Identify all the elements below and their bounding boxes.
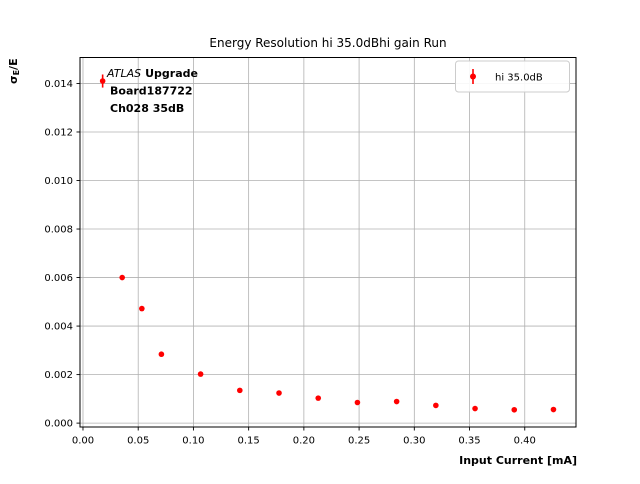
annotation-upgrade: Upgrade <box>145 67 198 80</box>
data-point <box>139 305 145 312</box>
x-tick-label: 0.00 <box>72 436 94 447</box>
x-tick-label: 0.25 <box>348 436 370 447</box>
gridlines <box>80 57 576 427</box>
data-point <box>550 406 557 413</box>
data-point <box>276 390 282 396</box>
x-tick-label: 0.35 <box>458 436 480 447</box>
legend-box <box>455 60 570 93</box>
annotation-board: Board187722 <box>110 85 193 98</box>
data-point <box>99 78 106 84</box>
y-tick-label: 0.012 <box>44 127 73 138</box>
y-axis-label-rest: /E <box>7 58 20 70</box>
data-point <box>315 395 322 401</box>
x-axis-label: Input Current [mA] <box>459 454 577 467</box>
x-tick-label: 0.10 <box>182 436 204 447</box>
annotation-block: ATLAS Upgrade Board187722 Ch028 35dB <box>106 67 198 115</box>
annotation-atlas: ATLAS <box>106 67 141 80</box>
data-point <box>237 387 243 394</box>
plot-area-frame <box>79 57 577 428</box>
y-axis-label: σE/E <box>7 58 21 84</box>
x-tick-label: 0.05 <box>127 436 149 447</box>
data-point <box>472 405 478 412</box>
y-tick-label: 0.000 <box>44 419 73 430</box>
y-axis-label-subscript: E <box>12 70 21 75</box>
y-tick-label: 0.004 <box>44 322 73 333</box>
data-series-hi-35db <box>99 74 557 413</box>
x-tick-label: 0.20 <box>293 436 315 447</box>
annotation-channel: Ch028 35dB <box>110 102 184 115</box>
y-tick-label: 0.006 <box>44 273 73 284</box>
x-tick-label: 0.15 <box>238 436 260 447</box>
data-point <box>393 398 400 405</box>
data-point <box>119 274 125 281</box>
data-point <box>511 406 518 413</box>
y-tick-label: 0.010 <box>44 176 73 187</box>
data-point <box>433 402 439 409</box>
legend-label: hi 35.0dB <box>495 73 543 84</box>
data-point <box>158 351 165 358</box>
x-tick-label: 0.30 <box>403 436 425 447</box>
legend-marker-icon <box>470 73 476 80</box>
data-point <box>197 371 204 377</box>
chart-title: Energy Resolution hi 35.0dBhi gain Run <box>209 36 446 50</box>
data-point <box>354 399 361 406</box>
x-tick-label: 0.40 <box>514 436 536 447</box>
y-axis-label-sigma: σ <box>7 75 20 84</box>
y-tick-label: 0.002 <box>44 370 73 381</box>
y-tick-label: 0.008 <box>44 225 73 236</box>
axis-ticks: 0.00 0.05 0.10 0.15 0.20 0.25 0.30 0.35 0.40 0.00… <box>44 79 536 447</box>
legend: hi 35.0dB <box>455 60 570 93</box>
y-tick-label: 0.014 <box>44 79 73 90</box>
